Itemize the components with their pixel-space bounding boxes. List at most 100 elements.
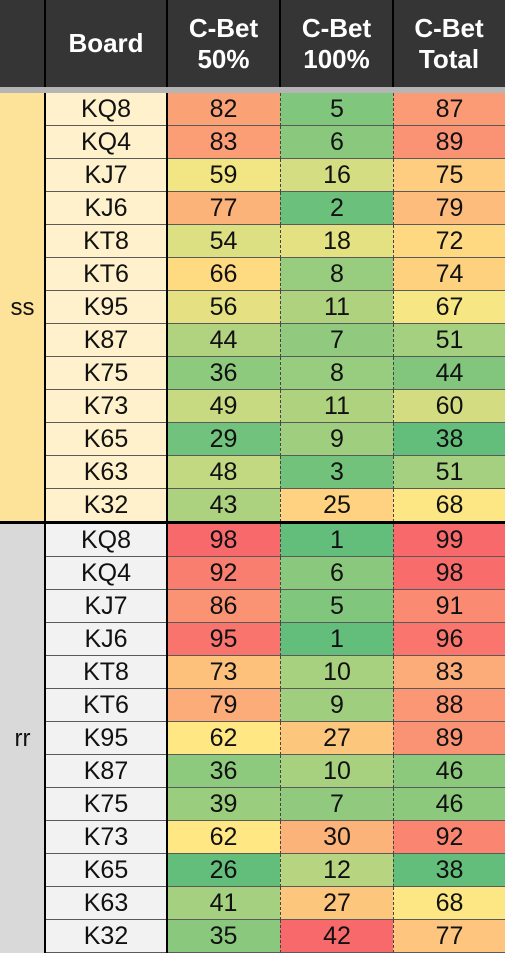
cbet-total-cell: 44 bbox=[393, 357, 505, 390]
cbet-total-cell: 74 bbox=[393, 258, 505, 291]
cbet-100-cell: 11 bbox=[280, 390, 393, 423]
cbet-100-cell: 30 bbox=[280, 821, 393, 854]
board-cell: KT8 bbox=[45, 225, 167, 258]
cbet-100-cell: 42 bbox=[280, 920, 393, 953]
header-cbet-50: C-Bet 50% bbox=[167, 0, 280, 87]
cbet-100-cell: 10 bbox=[280, 656, 393, 689]
board-cell: K73 bbox=[45, 821, 167, 854]
cbet-total-cell: 99 bbox=[393, 524, 505, 557]
cbet-total-cell: 38 bbox=[393, 423, 505, 456]
cbet-50-cell: 86 bbox=[167, 590, 280, 623]
cbet-100-cell: 27 bbox=[280, 887, 393, 920]
cbet-total-cell: 98 bbox=[393, 557, 505, 590]
cbet-100-cell: 2 bbox=[280, 192, 393, 225]
cbet-total-cell: 60 bbox=[393, 390, 505, 423]
cbet-50-cell: 44 bbox=[167, 324, 280, 357]
board-cell: K95 bbox=[45, 722, 167, 755]
cbet-50-cell: 48 bbox=[167, 456, 280, 489]
cbet-total-cell: 68 bbox=[393, 489, 505, 522]
board-cell: KQ8 bbox=[45, 93, 167, 126]
cbet-50-cell: 79 bbox=[167, 689, 280, 722]
cbet-50-cell: 41 bbox=[167, 887, 280, 920]
header-cbet-100-line2: 100% bbox=[302, 44, 371, 75]
header-cbet-50-line2: 50% bbox=[189, 44, 258, 75]
board-cell: KQ4 bbox=[45, 126, 167, 159]
board-cell: KJ7 bbox=[45, 159, 167, 192]
board-divider bbox=[166, 93, 168, 522]
cbet-total-cell: 83 bbox=[393, 656, 505, 689]
header-divider bbox=[392, 0, 394, 87]
cbet-50-cell: 49 bbox=[167, 390, 280, 423]
cbet-100-cell: 8 bbox=[280, 357, 393, 390]
cbet-50-cell: 59 bbox=[167, 159, 280, 192]
board-cell: KJ6 bbox=[45, 192, 167, 225]
cbet-100-cell: 6 bbox=[280, 126, 393, 159]
board-cell: K75 bbox=[45, 788, 167, 821]
board-cell: KQ8 bbox=[45, 524, 167, 557]
board-cell: K63 bbox=[45, 456, 167, 489]
cbet-50-cell: 43 bbox=[167, 489, 280, 522]
board-cell: K65 bbox=[45, 854, 167, 887]
cbet-50-cell: 54 bbox=[167, 225, 280, 258]
cbet-100-cell: 11 bbox=[280, 291, 393, 324]
cbet-50-cell: 36 bbox=[167, 755, 280, 788]
cbet-100-cell: 3 bbox=[280, 456, 393, 489]
cbet-total-cell: 68 bbox=[393, 887, 505, 920]
cbet-100-cell: 12 bbox=[280, 854, 393, 887]
cbet-total-cell: 89 bbox=[393, 722, 505, 755]
cbet-total-cell: 67 bbox=[393, 291, 505, 324]
header-cbet-total-line2: Total bbox=[414, 44, 483, 75]
board-cell: K32 bbox=[45, 489, 167, 522]
cbet-total-cell: 87 bbox=[393, 93, 505, 126]
cbet-50-cell: 29 bbox=[167, 423, 280, 456]
board-cell: K87 bbox=[45, 324, 167, 357]
cbet-50-cell: 39 bbox=[167, 788, 280, 821]
cbet-50-cell: 73 bbox=[167, 656, 280, 689]
cbet-100-cell: 16 bbox=[280, 159, 393, 192]
cbet-total-cell: 91 bbox=[393, 590, 505, 623]
group-label-rr: rr bbox=[0, 524, 45, 953]
cbet-50-cell: 83 bbox=[167, 126, 280, 159]
group-divider bbox=[44, 524, 46, 953]
header-cbet-total-line1: C-Bet bbox=[414, 13, 483, 44]
header-divider bbox=[166, 0, 168, 87]
cbet-100-cell: 1 bbox=[280, 623, 393, 656]
cbet-50-cell: 35 bbox=[167, 920, 280, 953]
cbet-50-cell: 77 bbox=[167, 192, 280, 225]
header-divider bbox=[44, 0, 46, 87]
board-cell: K87 bbox=[45, 755, 167, 788]
board-divider bbox=[166, 524, 168, 953]
cbet-100-cell: 9 bbox=[280, 689, 393, 722]
board-cell: K75 bbox=[45, 357, 167, 390]
board-cell: K95 bbox=[45, 291, 167, 324]
board-cell: K65 bbox=[45, 423, 167, 456]
cbet-50-cell: 56 bbox=[167, 291, 280, 324]
header-cbet-100-line1: C-Bet bbox=[302, 13, 371, 44]
cbet-50-cell: 66 bbox=[167, 258, 280, 291]
board-cell: KJ6 bbox=[45, 623, 167, 656]
cbet-total-cell: 51 bbox=[393, 324, 505, 357]
board-cell: KQ4 bbox=[45, 557, 167, 590]
cbet-100-cell: 25 bbox=[280, 489, 393, 522]
cbet-100-cell: 7 bbox=[280, 788, 393, 821]
cbet-total-cell: 46 bbox=[393, 755, 505, 788]
cbet-50-cell: 62 bbox=[167, 821, 280, 854]
cbet-100-cell: 5 bbox=[280, 590, 393, 623]
group-label-ss: ss bbox=[0, 93, 45, 522]
board-cell: KT6 bbox=[45, 258, 167, 291]
board-cell: KJ7 bbox=[45, 590, 167, 623]
cbet-50-cell: 62 bbox=[167, 722, 280, 755]
cbet-100-cell: 7 bbox=[280, 324, 393, 357]
cbet-50-cell: 82 bbox=[167, 93, 280, 126]
cbet-total-cell: 96 bbox=[393, 623, 505, 656]
cbet-100-cell: 9 bbox=[280, 423, 393, 456]
cbet-100-cell: 27 bbox=[280, 722, 393, 755]
cbet-50-cell: 26 bbox=[167, 854, 280, 887]
board-cell: K63 bbox=[45, 887, 167, 920]
header-board: Board bbox=[45, 0, 167, 87]
cbet-total-cell: 75 bbox=[393, 159, 505, 192]
board-cell: K32 bbox=[45, 920, 167, 953]
board-cell: KT8 bbox=[45, 656, 167, 689]
cbet-50-cell: 95 bbox=[167, 623, 280, 656]
